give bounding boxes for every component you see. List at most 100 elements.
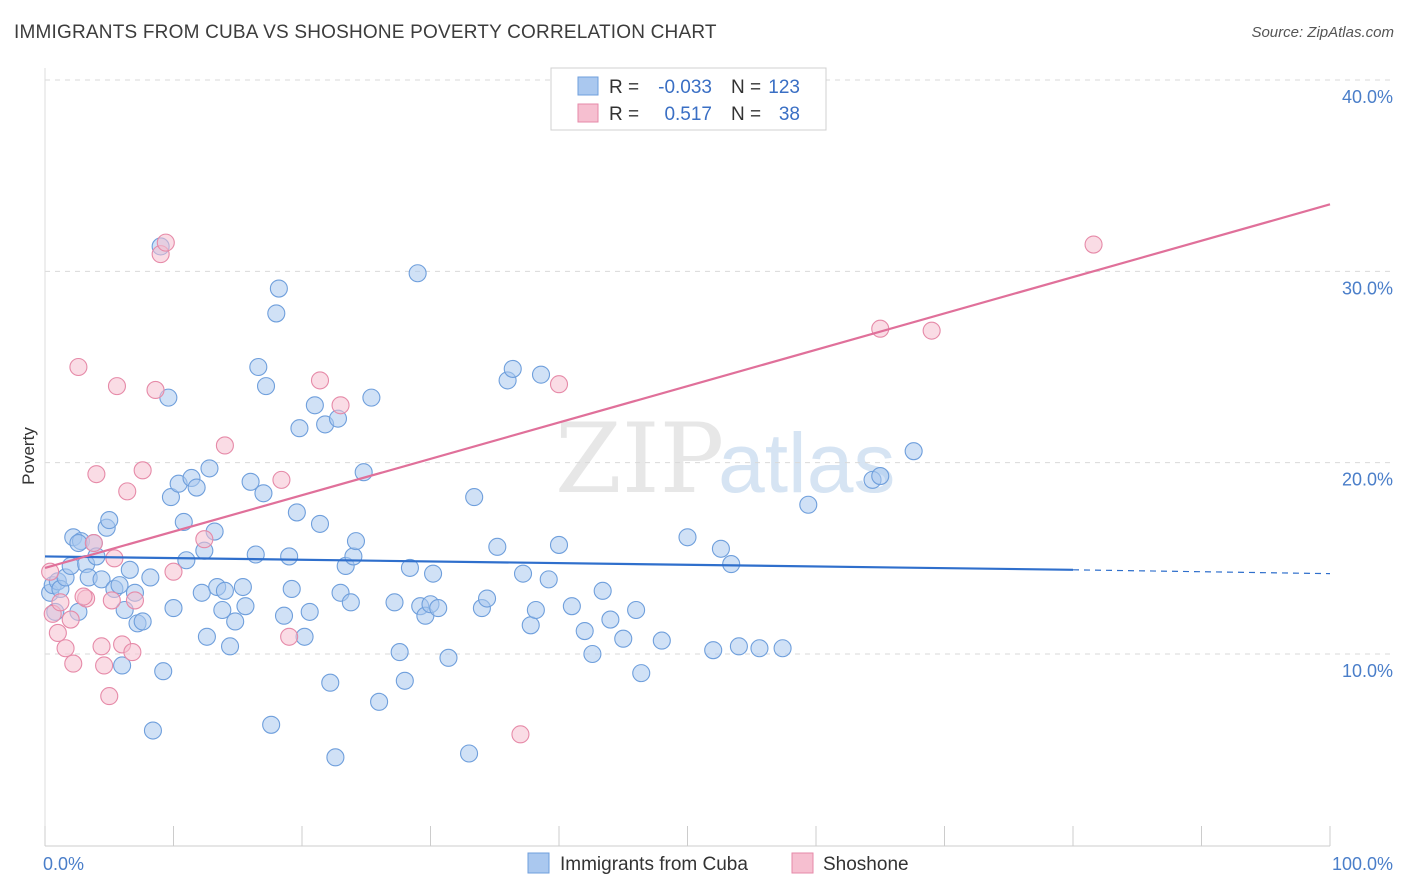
data-point: [400, 558, 419, 577]
data-point: [113, 656, 132, 675]
data-point: [133, 461, 152, 480]
data-point: [95, 656, 114, 675]
data-point: [424, 564, 443, 583]
data-point: [177, 551, 196, 570]
data-point: [295, 627, 314, 646]
data-point: [200, 459, 219, 478]
data-point: [161, 488, 180, 507]
data-point: [429, 599, 448, 618]
data-point: [74, 587, 93, 606]
data-point: [503, 359, 522, 378]
data-point: [156, 233, 175, 252]
y-tick-label: 10.0%: [1342, 661, 1393, 681]
data-point: [102, 591, 121, 610]
data-point: [164, 599, 183, 618]
data-point: [92, 637, 111, 656]
data-point: [395, 671, 414, 690]
bottom-legend-swatch-pink: [791, 852, 814, 874]
bottom-legend-swatch-blue: [527, 852, 550, 874]
data-point: [233, 577, 252, 597]
data-point: [799, 495, 818, 514]
data-point: [465, 488, 484, 507]
trend-line-dashed-blue: [1072, 569, 1331, 575]
correlation-legend: R = -0.033 N = 123 R = 0.517 N = 38: [550, 67, 827, 131]
data-point: [287, 503, 306, 522]
data-point: [408, 264, 427, 283]
legend-r-label-1: R =: [609, 77, 639, 98]
data-point: [722, 555, 741, 574]
data-point: [390, 643, 409, 662]
legend-swatch-blue: [577, 76, 599, 96]
data-point: [187, 478, 206, 497]
legend-n-value-1: 123: [768, 77, 800, 98]
legend-r-value-2: 0.517: [664, 104, 712, 125]
data-point: [269, 279, 288, 298]
source-label: Source: ZipAtlas.com: [1251, 24, 1394, 41]
data-point: [549, 375, 569, 394]
data-point: [321, 673, 340, 692]
data-point: [385, 593, 404, 612]
data-point: [290, 419, 309, 438]
data-point: [513, 564, 533, 583]
data-point: [120, 560, 139, 579]
data-point: [341, 593, 360, 612]
data-point: [310, 371, 330, 390]
data-point: [267, 304, 286, 323]
data-point: [174, 512, 193, 532]
data-point: [1084, 235, 1103, 254]
data-point: [704, 641, 723, 660]
data-point: [118, 482, 137, 501]
grid-lines: [45, 79, 1395, 655]
data-point: [521, 616, 540, 635]
data-point: [922, 321, 941, 340]
data-point: [593, 581, 612, 600]
legend-n-label-2: N =: [731, 104, 761, 125]
data-point: [64, 654, 83, 673]
data-point: [511, 725, 530, 744]
data-point: [904, 442, 923, 461]
data-point: [195, 530, 214, 549]
data-point: [69, 357, 88, 377]
data-point: [92, 570, 111, 589]
data-point: [531, 365, 551, 384]
data-point: [87, 465, 106, 484]
data-point: [274, 606, 294, 625]
x-tick-label: 100.0%: [1332, 854, 1393, 874]
data-point: [69, 533, 88, 553]
data-point: [197, 627, 216, 646]
y-tick-label: 40.0%: [1342, 87, 1393, 107]
data-point: [488, 537, 507, 556]
legend-r-value-1: -0.033: [658, 77, 712, 98]
data-point: [614, 629, 633, 648]
data-point: [346, 532, 366, 551]
watermark: ZIP atlas: [555, 403, 895, 515]
data-point: [280, 627, 299, 646]
data-point: [61, 610, 80, 629]
data-point: [146, 380, 165, 400]
data-point: [256, 377, 276, 396]
trend-lines: [44, 203, 1331, 575]
data-point: [143, 721, 162, 740]
data-point: [154, 662, 173, 681]
data-point: [48, 623, 67, 643]
bottom-legend-label-cuba: Immigrants from Cuba: [560, 854, 748, 875]
x-tick-label: 0.0%: [43, 854, 84, 874]
y-tick-label: 30.0%: [1342, 278, 1393, 298]
data-point: [575, 621, 594, 641]
data-point: [262, 715, 281, 734]
series-legend: Immigrants from Cuba Shoshone: [527, 852, 909, 875]
data-point: [370, 692, 389, 711]
data-point: [110, 576, 129, 595]
data-point: [215, 436, 234, 455]
data-point: [326, 748, 345, 767]
data-point: [164, 562, 183, 581]
data-point: [192, 583, 211, 602]
data-point: [282, 579, 301, 598]
data-point: [305, 396, 324, 415]
data-point: [871, 467, 890, 486]
data-point: [215, 581, 234, 600]
data-point: [241, 472, 260, 491]
trend-line-pink: [44, 203, 1331, 569]
y-tick-labels: 10.0% 20.0% 30.0% 40.0%: [1342, 87, 1393, 681]
watermark-zip: ZIP: [555, 403, 724, 515]
